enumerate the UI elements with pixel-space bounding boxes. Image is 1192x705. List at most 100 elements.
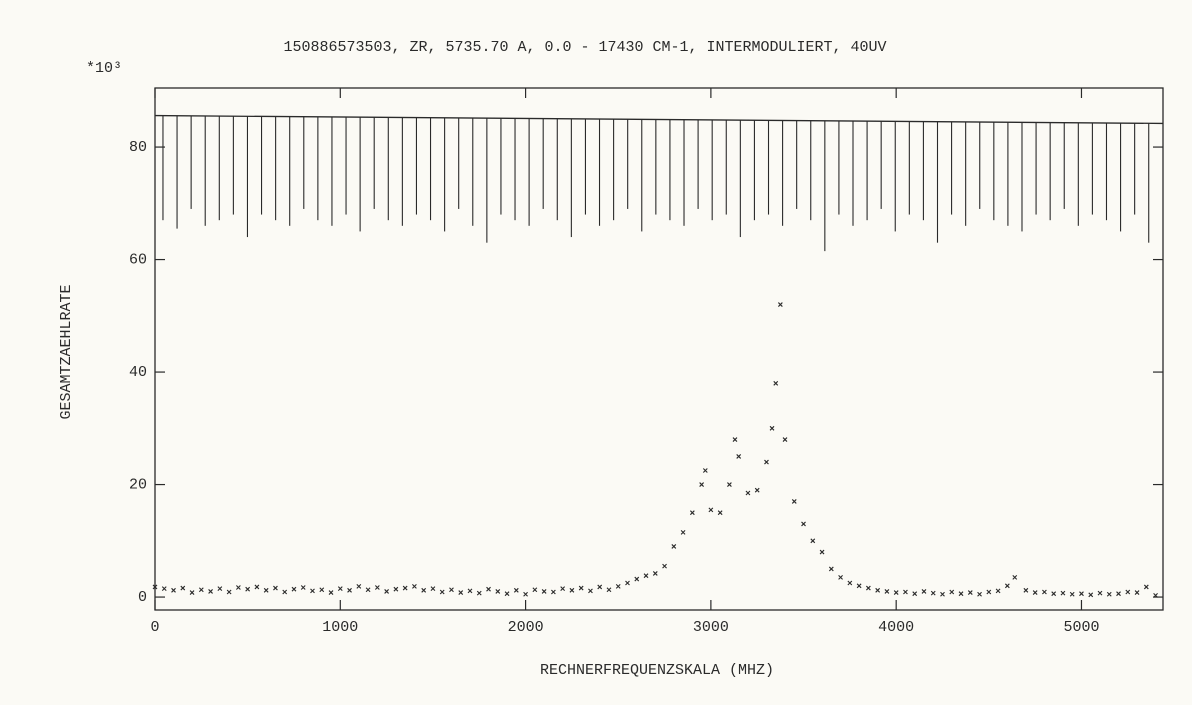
data-point [732, 437, 738, 442]
data-point [226, 589, 232, 595]
data-point [550, 589, 556, 595]
plot-frame [154, 87, 1164, 611]
x-axis-label: RECHNERFREQUENZSKALA (MHZ) [540, 662, 774, 679]
data-point [1134, 590, 1140, 595]
data-point [995, 588, 1001, 594]
data-point [1023, 587, 1029, 593]
data-point [810, 538, 816, 544]
reference-line [154, 114, 1164, 125]
data-point [1079, 591, 1084, 597]
data-point [847, 580, 853, 586]
data-point [1116, 591, 1121, 597]
data-point [801, 521, 806, 527]
data-point [439, 589, 445, 595]
data-point [671, 544, 677, 549]
data-point [393, 586, 399, 592]
data-point [708, 507, 714, 513]
data-point [273, 585, 278, 591]
data-point [402, 585, 408, 591]
data-point [1032, 590, 1038, 595]
data-point [777, 302, 783, 307]
data-point [486, 586, 491, 592]
data-point [884, 589, 890, 594]
data-point [606, 587, 612, 593]
data-point [828, 566, 834, 572]
data-point [1042, 589, 1047, 595]
data-point [1125, 589, 1131, 595]
chart-title: 150886573503, ZR, 5735.70 A, 0.0 - 17430… [283, 39, 886, 56]
data-point [152, 584, 158, 590]
x-tick-label: 1000 [322, 619, 358, 636]
data-point [189, 590, 195, 595]
data-point [254, 584, 260, 590]
data-point [680, 529, 686, 535]
data-point [903, 589, 908, 595]
data-point [300, 585, 306, 590]
data-point [764, 459, 769, 465]
data-point [699, 482, 705, 487]
x-tick-label: 0 [150, 619, 159, 636]
data-point [310, 588, 315, 594]
data-point [161, 586, 167, 592]
data-point [430, 586, 436, 592]
data-point [745, 490, 751, 496]
data-point [180, 585, 186, 591]
data-point [727, 482, 732, 487]
data-point [495, 589, 501, 594]
data-point [513, 587, 519, 593]
data-point [625, 580, 630, 586]
x-tick-label: 2000 [508, 619, 544, 636]
data-point [171, 587, 176, 593]
data-point [291, 586, 297, 592]
data-point [384, 589, 390, 594]
data-point [1088, 592, 1094, 598]
data-point [634, 576, 640, 582]
data-point [1097, 590, 1103, 596]
data-point [769, 425, 775, 431]
data-point [689, 510, 695, 516]
data-point [652, 571, 658, 576]
data-point [578, 585, 584, 591]
data-point [754, 487, 760, 493]
data-point [977, 591, 982, 597]
data-point [245, 586, 251, 592]
data-point [921, 589, 927, 594]
data-point [328, 590, 334, 595]
data-point [597, 584, 603, 590]
data-point [782, 437, 788, 442]
data-point [717, 510, 723, 516]
data-point [1143, 584, 1149, 590]
data-point [643, 573, 649, 579]
data-point [615, 583, 621, 589]
y-tick-label: 60 [129, 252, 147, 269]
data-point [791, 499, 797, 504]
data-point [949, 589, 955, 595]
data-point [523, 591, 528, 597]
data-point [467, 588, 473, 594]
data-point [1060, 590, 1066, 596]
data-point [1153, 592, 1158, 598]
data-point [374, 585, 380, 590]
data-point [541, 589, 547, 594]
y-tick-label: 80 [129, 139, 147, 156]
data-point [1106, 591, 1112, 597]
data-point [449, 587, 454, 593]
data-point [940, 591, 945, 597]
data-point [736, 454, 742, 459]
data-point [263, 587, 269, 593]
data-point [967, 590, 973, 595]
data-point [773, 380, 779, 386]
data-point [337, 586, 343, 592]
data-point [504, 591, 510, 597]
data-point [356, 583, 362, 589]
data-point [662, 563, 667, 569]
data-point [1012, 574, 1018, 580]
data-point [588, 588, 593, 594]
x-tick-label: 4000 [878, 619, 914, 636]
data-point [235, 585, 241, 590]
data-point [838, 574, 843, 580]
x-tick-label: 3000 [693, 619, 729, 636]
y-multiplier: *10³ [86, 60, 122, 77]
data-point [912, 591, 918, 597]
